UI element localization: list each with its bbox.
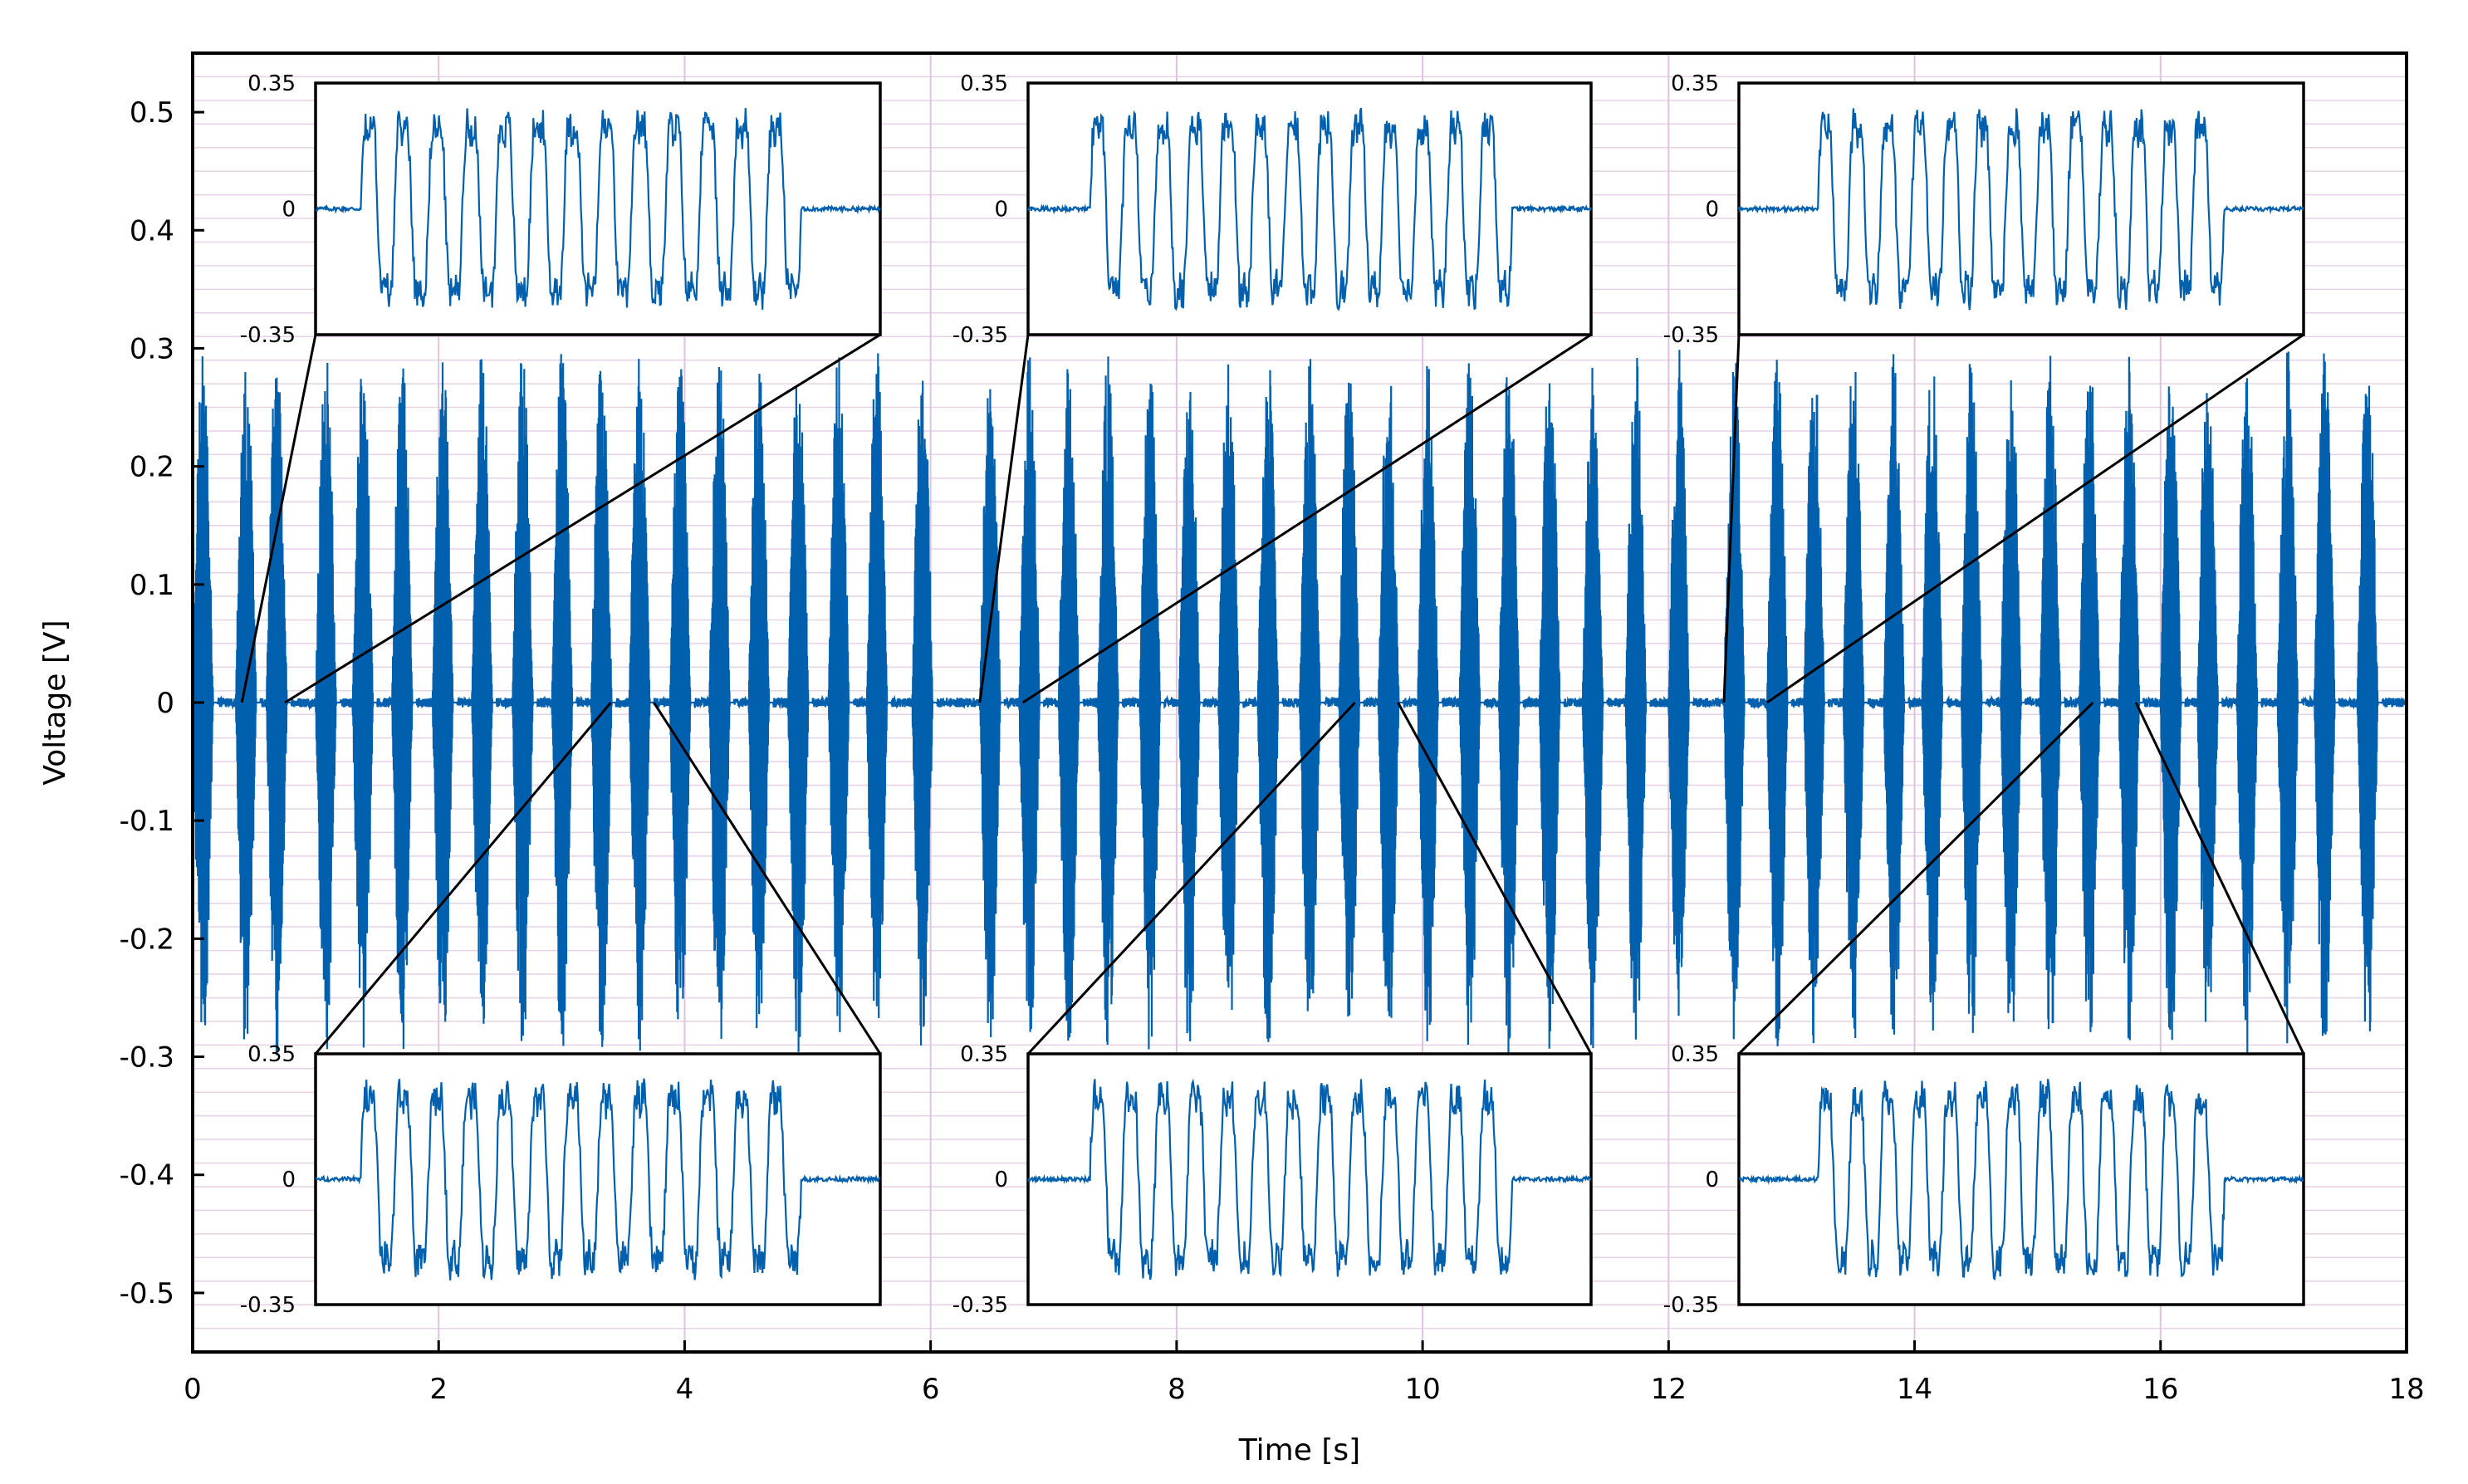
inset-connector-line <box>978 334 1030 703</box>
y-tick-label: 0.5 <box>130 96 174 130</box>
inset-connector-line <box>284 333 881 704</box>
x-tick-label: 10 <box>1404 1373 1440 1406</box>
inset-connector-line <box>314 702 612 1055</box>
inset-tick-label: -0.35 <box>952 323 1008 348</box>
x-tick-label: 2 <box>429 1373 448 1406</box>
x-tick-label: 0 <box>184 1373 202 1406</box>
axes: 0 2 4 6 8 10 12 14 16 18 0.5 0.4 0.3 0.2 0.1 0 -0.1 -0.2 -… <box>120 96 2425 1406</box>
inset-connector-line <box>1722 334 1741 703</box>
inset-tick-label: -0.35 <box>952 1293 1008 1318</box>
inset-voltage-trace <box>1026 107 1593 311</box>
x-tick-label: 6 <box>922 1373 940 1406</box>
inset-tick-label: 0.35 <box>247 1042 296 1067</box>
inset-tick-label: 0 <box>282 1168 296 1193</box>
y-tick-label: -0.2 <box>120 923 174 956</box>
inset-connector-line <box>1026 701 1356 1055</box>
y-tick-label: 0.2 <box>130 451 174 484</box>
inset-tick-label: 0.35 <box>1671 71 1719 96</box>
inset-connectors <box>240 333 2305 1055</box>
y-tick-label: -0.5 <box>120 1277 174 1310</box>
signal-series <box>191 350 2408 1056</box>
inset-connector-line <box>1397 702 1593 1055</box>
inset-tick-label: 0.35 <box>960 1042 1008 1067</box>
y-tick-label: 0 <box>156 687 174 720</box>
inset-tick-label: 0 <box>282 198 296 223</box>
x-tick-label: 14 <box>1897 1373 1932 1406</box>
y-tick-label: 0.1 <box>130 569 174 602</box>
x-tick-label: 4 <box>676 1373 694 1406</box>
y-tick-label: 0.4 <box>130 214 174 247</box>
inset-5: 0.35 0 -0.35 <box>952 1042 1593 1318</box>
x-tick-label: 8 <box>1168 1373 1186 1406</box>
insets: 0.35 0 -0.35 0.35 0 -0.35 0.35 0 -0.35 0.35 0 -0.35… <box>240 71 2305 1318</box>
inset-tick-label: 0 <box>1705 198 1719 223</box>
inset-tick-label: 0.35 <box>1671 1042 1719 1067</box>
inset-tick-label: -0.35 <box>1663 323 1719 348</box>
voltage-trace <box>191 350 2408 1056</box>
inset-tick-label: 0 <box>1705 1168 1719 1193</box>
inset-4: 0.35 0 -0.35 <box>240 1042 882 1318</box>
y-tick-label: -0.4 <box>120 1159 174 1193</box>
inset-2: 0.35 0 -0.35 <box>952 71 1593 348</box>
x-tick-label: 12 <box>1651 1373 1687 1406</box>
inset-voltage-trace <box>315 108 881 310</box>
y-tick-label: -0.1 <box>120 805 174 838</box>
inset-voltage-trace <box>1737 108 2305 311</box>
inset-tick-label: -0.35 <box>1663 1293 1719 1318</box>
x-tick-label: 18 <box>2388 1373 2424 1406</box>
x-axis-title: Time [s] <box>1238 1433 1360 1467</box>
inset-6: 0.35 0 -0.35 <box>1663 1042 2305 1318</box>
inset-voltage-trace <box>1026 1078 1592 1280</box>
inset-connector-line <box>1021 333 1592 704</box>
inset-tick-label: 0 <box>994 1168 1008 1193</box>
inset-connector-line <box>2134 702 2305 1055</box>
inset-tick-label: -0.35 <box>240 1293 296 1318</box>
inset-tick-label: 0 <box>994 198 1008 223</box>
inset-1: 0.35 0 -0.35 <box>240 71 882 348</box>
inset-connector-line <box>240 334 317 703</box>
inset-connector-line <box>1737 701 2094 1055</box>
inset-voltage-trace <box>1738 1079 2304 1281</box>
inset-voltage-trace <box>315 1078 881 1281</box>
y-tick-label: 0.3 <box>130 332 174 365</box>
y-axis-title: Voltage [V] <box>38 620 72 785</box>
x-tick-label: 16 <box>2142 1373 2178 1406</box>
inset-connector-line <box>1765 333 2304 704</box>
inset-connector-line <box>653 702 882 1055</box>
inset-tick-label: 0.35 <box>247 71 296 96</box>
inset-tick-label: 0.35 <box>960 71 1008 96</box>
inset-3: 0.35 0 -0.35 <box>1663 71 2305 348</box>
y-tick-label: -0.3 <box>120 1041 174 1075</box>
inset-tick-label: -0.35 <box>240 323 296 348</box>
